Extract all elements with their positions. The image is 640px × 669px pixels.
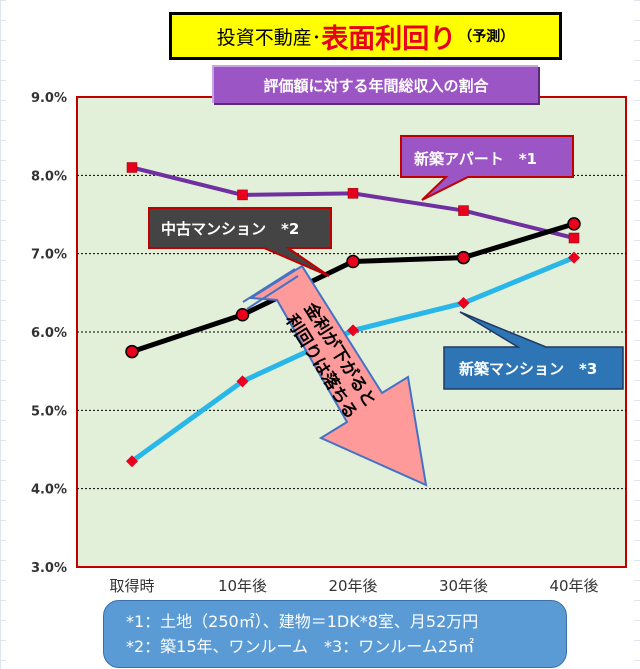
- data-point: [237, 189, 248, 201]
- data-point: [568, 232, 580, 244]
- y-tick-label: 4.0%: [31, 483, 67, 498]
- data-point: [236, 375, 249, 388]
- y-tick-label: 7.0%: [31, 248, 67, 263]
- data-point: [347, 188, 359, 199]
- data-point: [567, 217, 581, 231]
- y-tick-label: 9.0%: [31, 91, 67, 106]
- data-point: [458, 205, 469, 216]
- footnote-line-1: *1：土地（250㎡）、建物＝1DK*8室、月52万円: [126, 612, 479, 631]
- y-axis: 9.0% 8.0% 7.0% 6.0% 5.0% 4.0% 3.0%: [31, 91, 67, 576]
- trend-arrow-shape: [247, 264, 428, 487]
- y-tick-label: 6.0%: [31, 326, 67, 341]
- x-tick-label: 取得時: [109, 577, 154, 595]
- y-tick-label: 8.0%: [31, 169, 67, 184]
- footnote-box: *1：土地（250㎡）、建物＝1DK*8室、月52万円 *2：築15年、ワンルー…: [103, 600, 567, 668]
- callout-used-mansion-label: 中古マンション *2: [161, 220, 300, 238]
- chart-area: 9.0% 8.0% 7.0% 6.0% 5.0% 4.0% 3.0% 取得時 10年後 20年後…: [6, 0, 634, 669]
- data-point: [346, 254, 360, 269]
- x-tick-label: 10年後: [218, 577, 267, 595]
- footnote-line-2: *2：築15年、ワンルーム *3：ワンルーム25㎡: [126, 637, 475, 656]
- data-point: [125, 344, 139, 359]
- data-point: [235, 308, 250, 322]
- callout-apartment-label: 新築アパート *1: [414, 150, 537, 168]
- callout-new-mansion-shape: [443, 311, 624, 390]
- data-point: [457, 297, 470, 310]
- data-point: [568, 251, 580, 264]
- line-chart: 9.0% 8.0% 7.0% 6.0% 5.0% 4.0% 3.0% 取得時 10年後 20年後…: [31, 91, 627, 595]
- data-point: [347, 324, 359, 337]
- data-point: [126, 162, 138, 173]
- callout-apartment-shape: [400, 135, 574, 201]
- data-point: [126, 455, 138, 468]
- title-main: 表面利回り: [321, 23, 457, 55]
- title-suffix: （予測）: [458, 29, 515, 45]
- series-lines: [125, 162, 581, 468]
- x-axis: 取得時 10年後 20年後 30年後 40年後: [109, 577, 598, 595]
- data-point: [456, 250, 471, 265]
- callouts: [148, 135, 624, 390]
- x-tick-label: 40年後: [549, 577, 598, 595]
- chart-subtitle: 評価額に対する年間総収入の割合: [212, 65, 538, 103]
- title-prefix: 投資不動産･: [216, 26, 322, 49]
- y-tick-label: 5.0%: [31, 404, 67, 419]
- trend-arrow-stripe: [242, 268, 296, 303]
- trend-arrow-stripe: [246, 275, 299, 310]
- callout-new-mansion-label: 新築マンション *3: [459, 360, 598, 378]
- x-tick-label: 30年後: [439, 577, 488, 595]
- x-tick-label: 20年後: [328, 577, 377, 595]
- chart-title: 投資不動産･ 表面利回り （予測）: [169, 12, 562, 60]
- y-tick-label: 3.0%: [31, 561, 67, 576]
- callout-used-mansion-shape: [148, 207, 332, 277]
